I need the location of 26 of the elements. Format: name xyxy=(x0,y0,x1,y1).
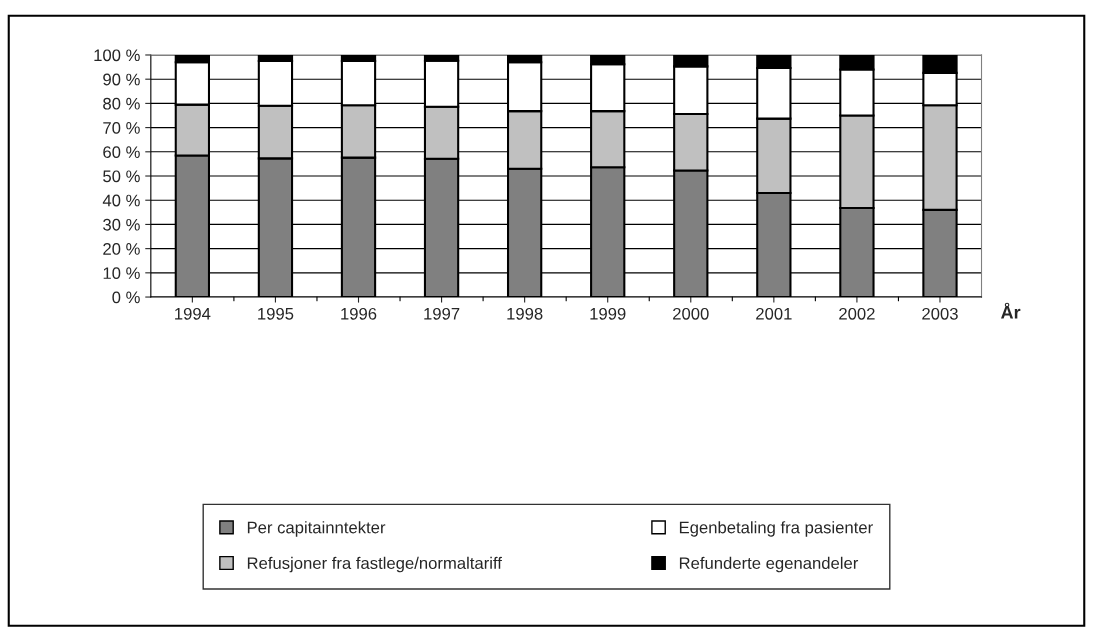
y-tick-label: 60 % xyxy=(103,146,140,159)
x-tick-label: 1996 xyxy=(341,307,377,320)
x-tick-label: 2003 xyxy=(922,307,958,320)
x-tick-label: 1998 xyxy=(507,307,543,320)
y-tick-label: 20 % xyxy=(103,243,140,255)
y-tick-label: 100 % xyxy=(94,49,140,62)
y-tick-label: 80 % xyxy=(103,97,140,110)
x-tick-label: 1994 xyxy=(175,307,211,320)
y-tick-label: 90 % xyxy=(103,73,140,86)
y-tick-label: 0 % xyxy=(112,291,140,304)
x-tick-label: 2002 xyxy=(839,307,875,320)
legend-label: Refunderte egenandeler xyxy=(679,556,859,573)
y-tick-label: 40 % xyxy=(102,194,140,207)
x-tick-label: 1999 xyxy=(590,307,626,320)
x-tick-label: 1995 xyxy=(258,307,294,320)
legend-label: Per capitainntekter xyxy=(247,521,386,537)
y-tick-label: 30 % xyxy=(103,218,140,231)
x-axis-title: År xyxy=(1001,302,1021,319)
x-tick-label: 2000 xyxy=(673,307,709,320)
x-tick-label: 2001 xyxy=(756,307,792,320)
y-tick-label: 10 % xyxy=(103,267,140,280)
y-tick-label: 70 % xyxy=(103,122,140,134)
legend-label: Refusjoner fra fastlege/normaltariff xyxy=(247,556,502,573)
x-tick-label: 1997 xyxy=(424,307,460,320)
legend-label: Egenbetaling fra pasienter xyxy=(679,521,873,537)
y-tick-label: 50 % xyxy=(103,170,140,183)
